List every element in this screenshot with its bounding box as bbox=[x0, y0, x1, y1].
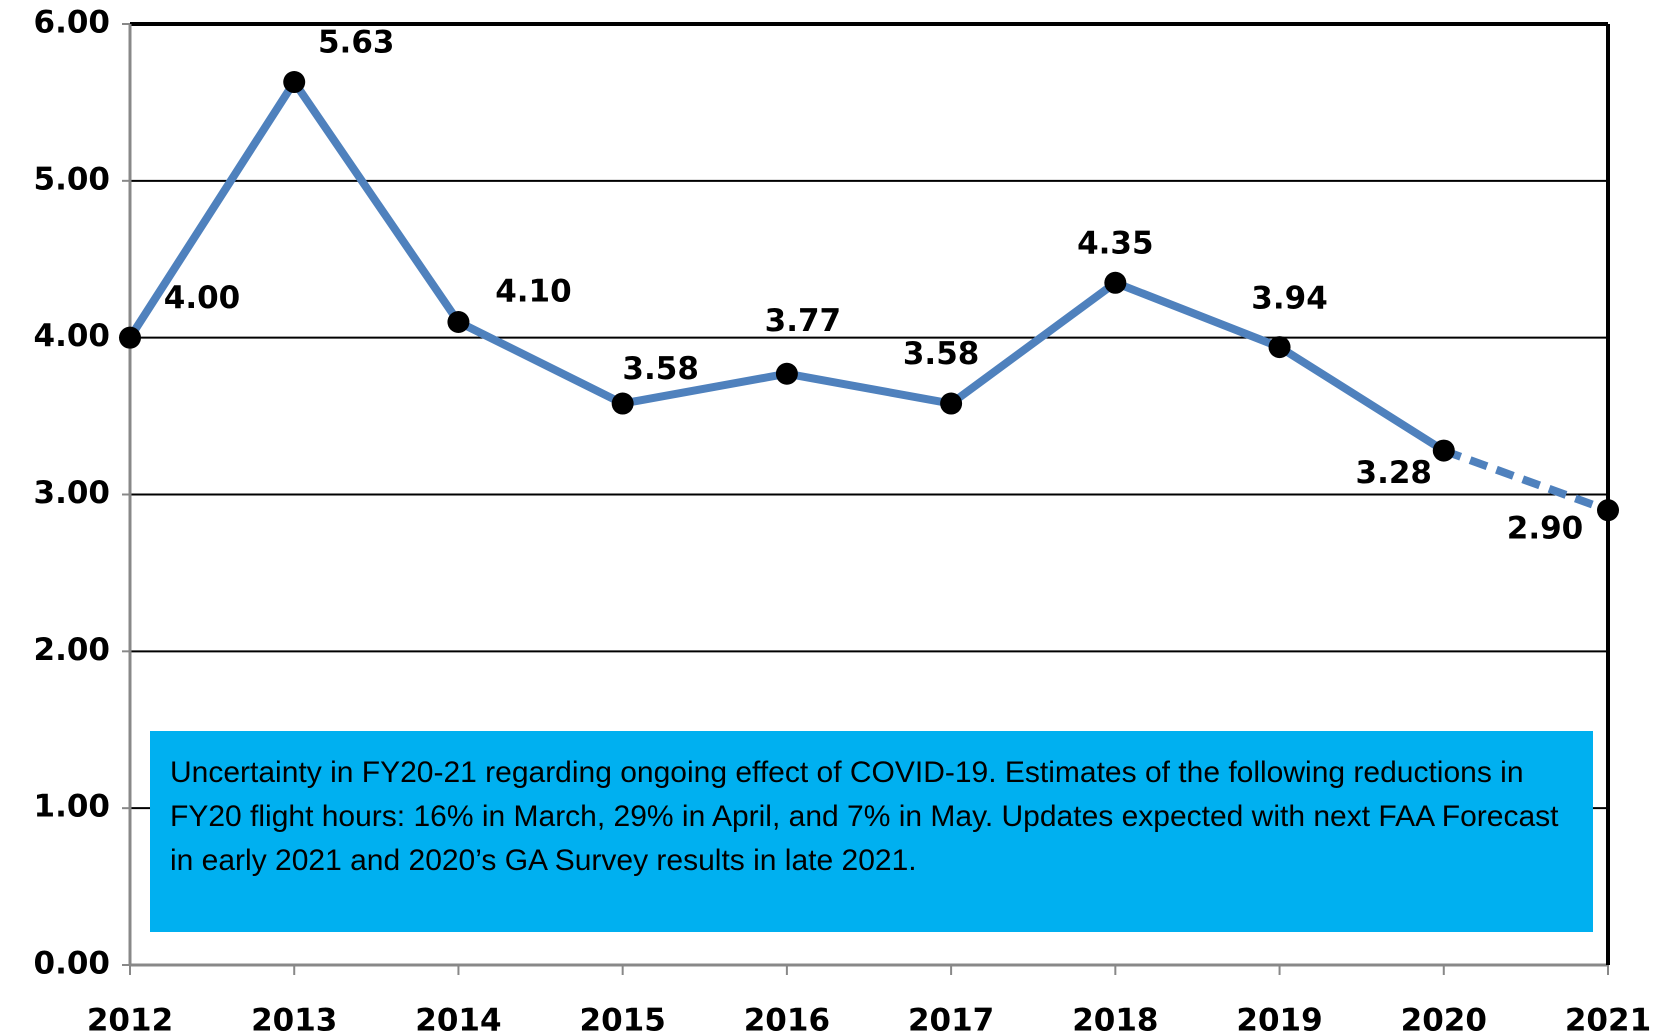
x-tick-label: 2012 bbox=[87, 1003, 173, 1036]
annotation: Uncertainty in FY20-21 regarding ongoing… bbox=[150, 731, 1593, 932]
y-tick-label: 0.00 bbox=[34, 946, 111, 982]
x-tick-label: 2019 bbox=[1236, 1003, 1322, 1036]
marker bbox=[283, 71, 306, 94]
x-tick-label: 2021 bbox=[1565, 1003, 1651, 1036]
y-tick-label: 5.00 bbox=[34, 161, 111, 197]
marker bbox=[1597, 499, 1619, 522]
y-tick-label: 1.00 bbox=[34, 789, 111, 825]
data-label: 5.63 bbox=[318, 25, 395, 61]
x-tick-label: 2017 bbox=[908, 1003, 994, 1036]
x-tick-label: 2018 bbox=[1072, 1003, 1158, 1036]
y-tick-label: 4.00 bbox=[34, 318, 111, 354]
marker bbox=[775, 362, 798, 385]
data-label: 3.77 bbox=[765, 303, 842, 339]
x-tick-label: 2016 bbox=[744, 1003, 830, 1036]
marker bbox=[1268, 336, 1291, 359]
line bbox=[126, 78, 1446, 454]
marker bbox=[940, 392, 963, 415]
x-tick-label: 2020 bbox=[1401, 1003, 1487, 1036]
data-label: 4.35 bbox=[1077, 225, 1154, 261]
marker bbox=[1104, 271, 1127, 294]
data-label: 3.28 bbox=[1356, 455, 1433, 491]
y-tick-label: 6.00 bbox=[34, 5, 111, 41]
x-tick-label: 2014 bbox=[415, 1003, 501, 1036]
marker bbox=[119, 326, 141, 349]
data-label: 3.58 bbox=[903, 336, 980, 372]
line-dashed bbox=[1442, 446, 1610, 514]
x-tick-label: 2015 bbox=[580, 1003, 666, 1036]
y-tick-label: 3.00 bbox=[34, 475, 111, 511]
marker bbox=[447, 310, 470, 333]
data-label: 4.10 bbox=[495, 273, 572, 309]
marker bbox=[611, 392, 634, 415]
data-label: 3.58 bbox=[622, 351, 699, 387]
y-tick-label: 2.00 bbox=[34, 632, 111, 668]
data-label: 2.90 bbox=[1507, 511, 1584, 547]
data-label: 3.94 bbox=[1251, 281, 1328, 317]
data-label: 4.00 bbox=[164, 280, 241, 316]
marker bbox=[1432, 439, 1455, 462]
x-tick-label: 2013 bbox=[251, 1003, 337, 1036]
